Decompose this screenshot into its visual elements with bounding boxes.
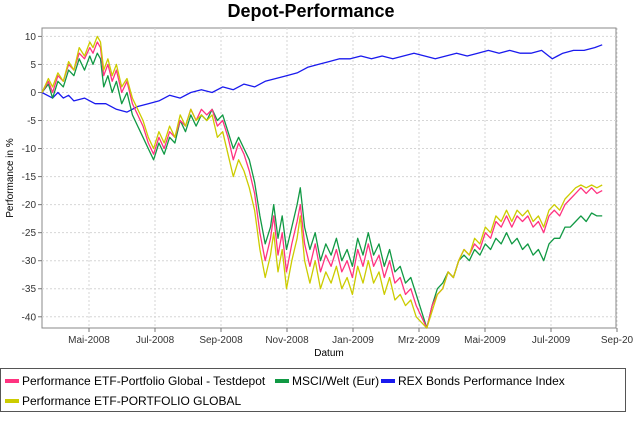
legend-label-msci: MSCI/Welt (Eur)	[292, 374, 380, 388]
legend-swatch-etf-global	[5, 399, 19, 403]
y-axis-title: Performance in %	[5, 138, 16, 218]
x-tick-label: Jul-2008	[136, 335, 175, 346]
y-tick-label: -10	[22, 144, 37, 155]
legend-item-etf-global: Performance ETF-PORTFOLIO GLOBAL	[5, 394, 241, 408]
series-line	[41, 35, 603, 329]
plot-background	[41, 27, 617, 329]
y-tick-label: -25	[22, 228, 37, 239]
x-tick-label: Mrz-2009	[398, 335, 441, 346]
x-tick-label: Mai-2008	[68, 335, 110, 346]
y-tick-label: 0	[30, 88, 36, 99]
legend-item-testdepot: Performance ETF-Portfolio Global - Testd…	[5, 374, 265, 388]
legend-swatch-rex	[381, 379, 395, 383]
legend: Performance ETF-Portfolio Global - Testd…	[0, 368, 626, 412]
x-tick-label: Mai-2009	[464, 335, 506, 346]
y-tick-label: -30	[22, 256, 37, 267]
y-tick-label: -5	[27, 116, 36, 127]
series-line	[41, 52, 603, 329]
x-tick-label: Sep-2008	[199, 335, 243, 346]
grid-lines	[42, 28, 618, 328]
legend-label-testdepot: Performance ETF-Portfolio Global - Testd…	[22, 374, 266, 388]
y-axis: 10 5 0 -5 -10 -15 -20 -25 -30 -35 -40	[22, 32, 42, 323]
x-tick-label: Sep-20	[601, 335, 634, 346]
chart-title: Depot-Performance	[227, 1, 395, 21]
y-tick-label: -20	[22, 200, 37, 211]
y-tick-label: 5	[30, 60, 36, 71]
y-tick-label: -40	[22, 312, 37, 323]
x-axis: Mai-2008 Jul-2008 Sep-2008 Nov-2008 Jan-2009…	[68, 328, 634, 346]
y-tick-label: -35	[22, 284, 37, 295]
legend-label-etf-global: Performance ETF-PORTFOLIO GLOBAL	[22, 394, 242, 408]
series-line	[41, 41, 603, 329]
x-axis-title: Datum	[314, 348, 343, 359]
chart-area: 10 5 0 -5 -10 -15 -20 -25 -30 -35 -40 Mai-2008 Jul-…	[5, 27, 634, 359]
x-tick-label: Jan-2009	[332, 335, 374, 346]
y-tick-label: -15	[22, 172, 37, 183]
y-tick-label: 10	[25, 32, 37, 43]
legend-item-msci: MSCI/Welt (Eur)	[275, 374, 379, 388]
series-line	[41, 44, 603, 113]
bottom-bar	[0, 412, 642, 442]
x-tick-label: Jul-2009	[532, 335, 571, 346]
series-lines	[41, 35, 603, 329]
legend-swatch-msci	[275, 379, 289, 383]
legend-swatch-testdepot	[5, 379, 19, 383]
x-tick-label: Nov-2008	[265, 335, 309, 346]
legend-item-rex: REX Bonds Performance Index	[381, 374, 565, 388]
legend-label-rex: REX Bonds Performance Index	[398, 374, 565, 388]
